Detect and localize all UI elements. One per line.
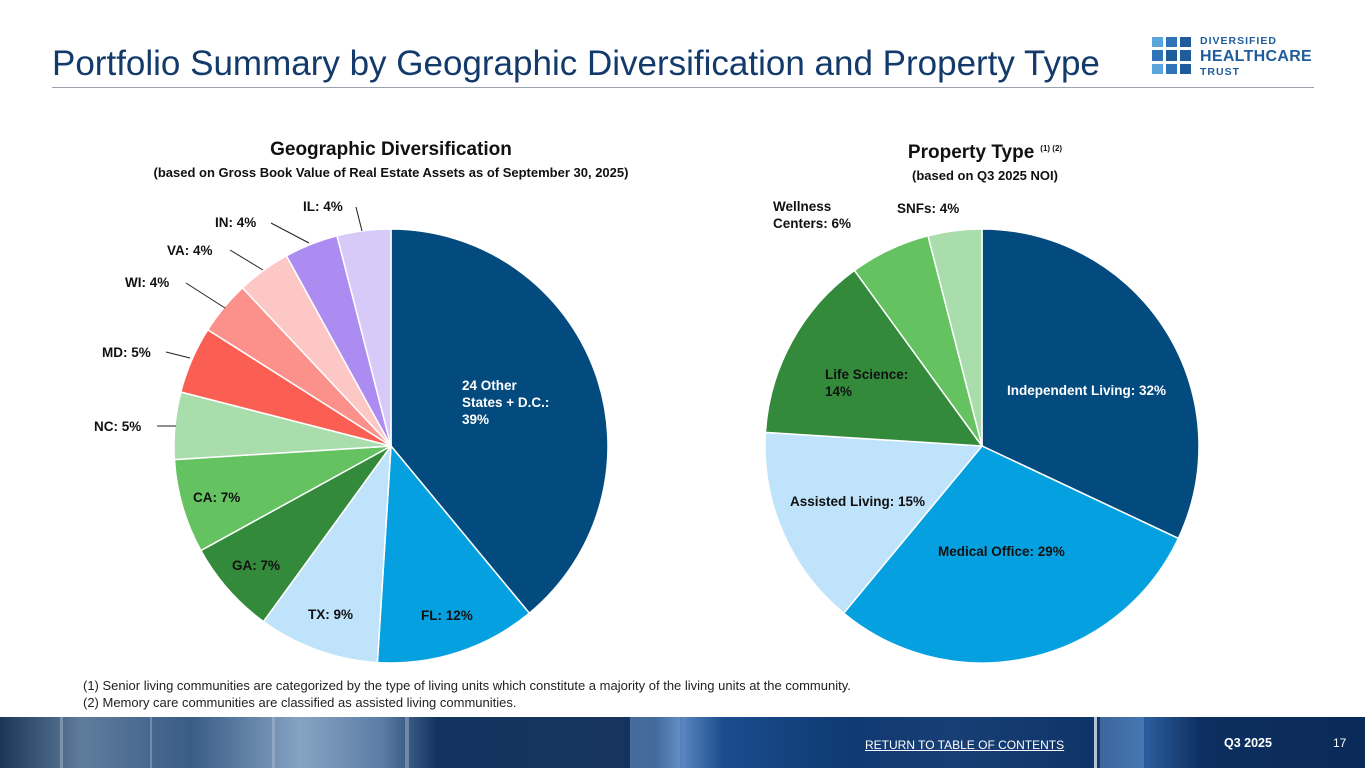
geo-slice-24-other-states-d-c [390,228,609,615]
geo-label-in: IN: 4% [215,215,256,230]
property-slice-life-science [764,269,984,447]
footer-decor [60,717,63,768]
property-slice-independent-living [981,228,1200,540]
geo-chart-subtitle: (based on Gross Book Value of Real Estat… [153,165,629,180]
property-chart-title-row: Property Type (1) (2) [860,142,1110,164]
geo-leader-wi [185,282,226,309]
logo-line-3: TRUST [1200,65,1240,78]
property-chart-heading: Property Type (1) (2) (based on Q3 2025 N… [860,142,1110,183]
property-slice-medical-office [842,445,1180,664]
geo-label-ca: CA: 7% [193,490,240,505]
property-pie-chart: Independent Living: 32% Medical Office: 2… [764,199,1200,664]
footer-decor [1094,717,1097,768]
geo-chart-heading: Geographic Diversification (based on Gro… [121,139,661,180]
footnotes: (1) Senior living communities are catego… [83,678,851,711]
property-slice-snfs [927,228,983,447]
geo-leader-va [229,249,264,271]
geo-slice-fl [376,444,531,664]
footer-decor [630,717,680,768]
return-to-contents-link[interactable]: RETURN TO TABLE OF CONTENTS [865,738,1065,752]
geo-label-nc: NC: 5% [94,419,141,434]
footer-decor [405,717,409,768]
geo-slice-tx [262,443,392,664]
geo-label-wi: WI: 4% [125,275,169,290]
pie-charts-canvas: 24 Other States + D.C.: 39% FL: 12% TX: 9% GA… [94,199,1200,664]
geo-slice-il [336,228,392,447]
geo-leader-md [165,351,191,359]
footnote-1: (1) Senior living communities are catego… [83,678,851,693]
geo-label-va: VA: 4% [167,243,213,258]
logo-line-2: HEALTHCARE [1200,47,1313,65]
geo-label-ga: GA: 7% [232,558,280,573]
geo-label-md: MD: 5% [102,345,151,360]
geo-leader-in [270,222,310,244]
property-label-wellness-centers: Wellness Centers: 6% [773,199,851,231]
page-title: Portfolio Summary by Geographic Diversif… [52,44,1100,83]
property-chart-subtitle: (based on Q3 2025 NOI) [912,168,1058,183]
footer-decor [1100,717,1144,768]
footer-decor [150,717,152,768]
logo-wordmark: DIVERSIFIED HEALTHCARE TRUST [1200,35,1312,77]
page-number: 17 [1333,736,1347,750]
logo-line-1: DIVERSIFIED [1200,35,1277,47]
property-label-medical-office: Medical Office: 29% [938,544,1065,559]
title-divider [52,87,1314,88]
property-label-assisted-living: Assisted Living: 15% [790,494,925,509]
footnote-2: (2) Memory care communities are classifi… [83,694,517,710]
geo-leader-il [355,206,363,232]
geo-pie-chart: 24 Other States + D.C.: 39% FL: 12% TX: 9% GA… [94,199,609,664]
property-label-life-science: Life Science: 14% [825,367,908,399]
footer-decor [272,717,275,768]
property-chart-footnote-ref: (1) (2) [1040,143,1063,153]
geo-chart-title: Geographic Diversification [270,139,512,160]
geo-label-il: IL: 4% [303,199,343,214]
property-chart-title: Property Type [907,142,1035,163]
property-label-independent-living: Independent Living: 32% [1007,383,1166,398]
quarter-label: Q3 2025 [1224,736,1272,750]
property-label-snfs: SNFs: 4% [897,201,959,216]
geo-label-24-other-states-d-c: 24 Other States + D.C.: 39% [462,378,549,427]
geo-label-tx: TX: 9% [308,607,353,622]
logo-mark-icon [1152,37,1191,74]
company-logo: DIVERSIFIED HEALTHCARE TRUST [1152,35,1322,77]
footer-bar: RETURN TO TABLE OF CONTENTS Q3 2025 17 [0,717,1365,768]
geo-label-fl: FL: 12% [421,608,473,623]
property-slice-assisted-living [764,431,984,615]
